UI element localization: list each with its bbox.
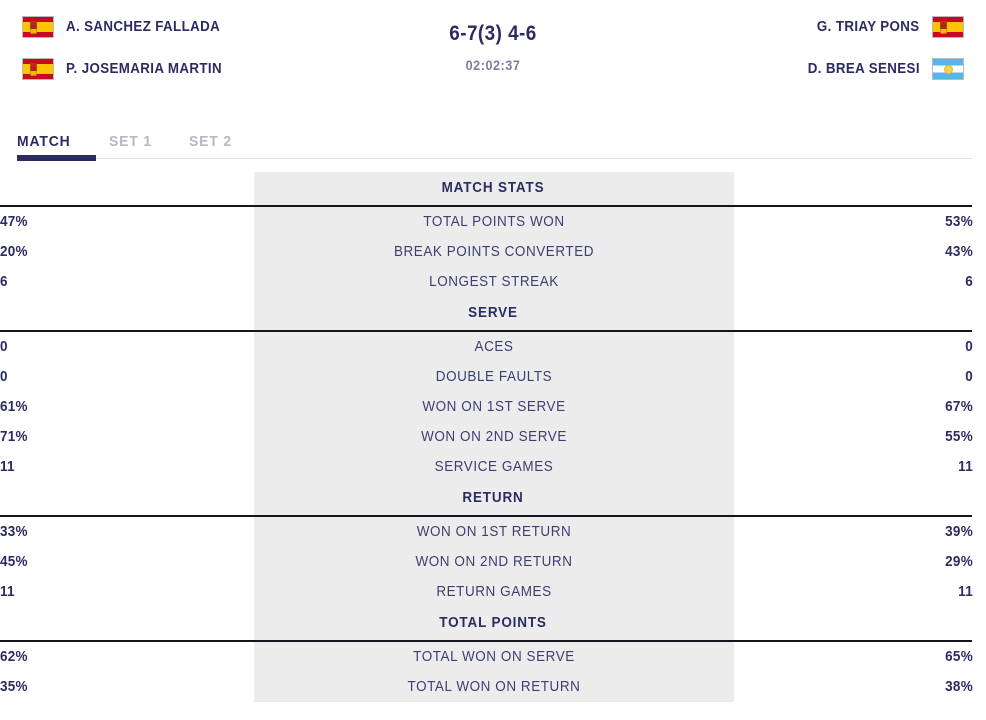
- stat-label: TOTAL WON ON RETURN: [407, 679, 581, 695]
- stat-label: WON ON 2ND SERVE: [421, 429, 567, 445]
- tab-set-1[interactable]: SET 1: [108, 133, 152, 150]
- section-divider: [0, 205, 972, 207]
- stat-label: WON ON 1ST SERVE: [422, 399, 566, 415]
- flag-spain-icon: [22, 58, 54, 80]
- stat-label: RETURN GAMES: [436, 584, 552, 600]
- stats-row: 0 DOUBLE FAULTS 0: [0, 362, 986, 392]
- stats-row: 62% TOTAL WON ON SERVE 65%: [0, 642, 986, 672]
- stat-label: WON ON 1ST RETURN: [416, 524, 572, 540]
- stats-row: 0 ACES 0: [0, 332, 986, 362]
- tab-divider: [17, 158, 972, 159]
- section-divider: [0, 640, 972, 642]
- stat-label: WON ON 2ND RETURN: [415, 554, 573, 570]
- stat-value-left: 11: [0, 584, 15, 600]
- player-name: G. TRIAY PONS: [817, 19, 920, 35]
- stats-row: 45% WON ON 2ND RETURN 29%: [0, 547, 986, 577]
- stats-table: MATCH STATS 47% TOTAL POINTS WON 53% 20% BREA…: [0, 172, 986, 702]
- player-row: D. BREA SENESI: [798, 56, 964, 82]
- stats-row: 61% WON ON 1ST SERVE 67%: [0, 392, 986, 422]
- tab-list: MATCH SET 1 SET 2: [17, 116, 235, 150]
- stat-value-right: 11: [958, 584, 973, 600]
- section-title: MATCH STATS: [441, 180, 545, 196]
- tab-set-2[interactable]: SET 2: [188, 133, 232, 150]
- player-name: D. BREA SENESI: [807, 61, 920, 77]
- stat-value-left: 33%: [0, 524, 28, 540]
- stat-value-right: 67%: [945, 399, 973, 415]
- stat-label: TOTAL POINTS WON: [423, 214, 565, 230]
- stats-section: RETURN 33% WON ON 1ST RETURN 39% 45% WON ON 2…: [0, 482, 986, 607]
- tab-bar: MATCH SET 1 SET 2: [0, 110, 986, 172]
- stat-label: DOUBLE FAULTS: [435, 369, 553, 385]
- stat-value-right: 38%: [945, 679, 973, 695]
- stat-value-left: 71%: [0, 429, 28, 445]
- stat-value-right: 55%: [945, 429, 973, 445]
- flag-spain-icon: [22, 16, 54, 38]
- stats-row: 71% WON ON 2ND SERVE 55%: [0, 422, 986, 452]
- match-header: A. SANCHEZ FALLADA P. JOSEMARIA MARTIN 6…: [0, 0, 986, 110]
- player-row: P. JOSEMARIA MARTIN: [22, 56, 236, 82]
- stats-section: MATCH STATS 47% TOTAL POINTS WON 53% 20% BREA…: [0, 172, 986, 297]
- stats-row: 47% TOTAL POINTS WON 53%: [0, 207, 986, 237]
- flag-argentina-icon: [932, 58, 964, 80]
- player-row: G. TRIAY PONS: [808, 14, 964, 40]
- stats-row: 20% BREAK POINTS CONVERTED 43%: [0, 237, 986, 267]
- stats-row: 33% WON ON 1ST RETURN 39%: [0, 517, 986, 547]
- stat-label: TOTAL WON ON SERVE: [413, 649, 575, 665]
- stat-value-right: 6: [965, 274, 973, 290]
- active-tab-underline: [17, 155, 96, 161]
- stat-value-right: 43%: [945, 244, 973, 260]
- section-title: TOTAL POINTS: [439, 615, 547, 631]
- stats-row: 11 SERVICE GAMES 11: [0, 452, 986, 482]
- player-name: P. JOSEMARIA MARTIN: [66, 61, 222, 77]
- team-left: A. SANCHEZ FALLADA P. JOSEMARIA MARTIN: [22, 14, 236, 82]
- stats-row: 11 RETURN GAMES 11: [0, 577, 986, 607]
- stat-value-left: 61%: [0, 399, 28, 415]
- section-divider: [0, 515, 972, 517]
- section-divider: [0, 330, 972, 332]
- stat-value-left: 45%: [0, 554, 28, 570]
- stat-label: BREAK POINTS CONVERTED: [393, 244, 595, 260]
- stat-value-right: 0: [965, 369, 973, 385]
- section-title: RETURN: [462, 490, 524, 506]
- player-name: A. SANCHEZ FALLADA: [66, 19, 221, 35]
- stat-value-right: 53%: [945, 214, 973, 230]
- stat-value-left: 35%: [0, 679, 28, 695]
- stat-value-left: 0: [0, 339, 8, 355]
- stat-value-left: 20%: [0, 244, 28, 260]
- stat-value-left: 62%: [0, 649, 28, 665]
- stat-value-right: 11: [958, 459, 973, 475]
- stat-value-left: 11: [0, 459, 15, 475]
- stat-value-left: 6: [0, 274, 8, 290]
- center-band: [254, 172, 734, 702]
- stats-row: 6 LONGEST STREAK 6: [0, 267, 986, 297]
- section-title: SERVE: [468, 305, 518, 321]
- tab-match[interactable]: MATCH: [17, 133, 71, 150]
- stats-section: TOTAL POINTS 62% TOTAL WON ON SERVE 65% 35% T…: [0, 607, 986, 702]
- stat-value-right: 65%: [945, 649, 973, 665]
- stat-value-right: 39%: [945, 524, 973, 540]
- stat-value-left: 0: [0, 369, 8, 385]
- stat-value-right: 29%: [945, 554, 973, 570]
- stat-label: LONGEST STREAK: [429, 274, 559, 290]
- stats-row: 35% TOTAL WON ON RETURN 38%: [0, 672, 986, 702]
- flag-spain-icon: [932, 16, 964, 38]
- team-right: G. TRIAY PONS D. BREA SENESI: [798, 14, 964, 82]
- stat-value-right: 0: [965, 339, 973, 355]
- stats-section: SERVE 0 ACES 0 0 DOUBLE FAULTS 0 61% WON ON 1ST …: [0, 297, 986, 482]
- stat-value-left: 47%: [0, 214, 28, 230]
- stat-label: ACES: [474, 339, 514, 355]
- stat-label: SERVICE GAMES: [434, 459, 554, 475]
- player-row: A. SANCHEZ FALLADA: [22, 14, 234, 40]
